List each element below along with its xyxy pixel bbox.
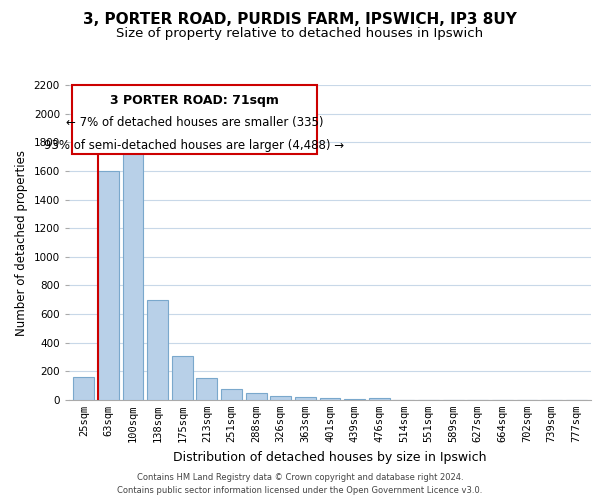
FancyBboxPatch shape — [71, 85, 317, 154]
Bar — [369, 398, 390, 400]
Bar — [221, 388, 242, 400]
Text: Contains HM Land Registry data © Crown copyright and database right 2024.: Contains HM Land Registry data © Crown c… — [137, 474, 463, 482]
Bar — [270, 396, 291, 400]
X-axis label: Distribution of detached houses by size in Ipswich: Distribution of detached houses by size … — [173, 450, 487, 464]
Bar — [295, 397, 316, 400]
Bar — [147, 300, 168, 400]
Bar — [73, 377, 94, 400]
Bar — [196, 378, 217, 400]
Bar — [98, 171, 119, 400]
Bar — [172, 356, 193, 400]
Bar — [320, 398, 340, 400]
Y-axis label: Number of detached properties: Number of detached properties — [15, 150, 28, 336]
Text: 3 PORTER ROAD: 71sqm: 3 PORTER ROAD: 71sqm — [110, 94, 279, 108]
Bar — [122, 150, 143, 400]
Bar — [245, 393, 266, 400]
Text: 93% of semi-detached houses are larger (4,488) →: 93% of semi-detached houses are larger (… — [44, 138, 344, 151]
Text: Contains public sector information licensed under the Open Government Licence v3: Contains public sector information licen… — [118, 486, 482, 495]
Text: ← 7% of detached houses are smaller (335): ← 7% of detached houses are smaller (335… — [65, 116, 323, 130]
Text: Size of property relative to detached houses in Ipswich: Size of property relative to detached ho… — [116, 28, 484, 40]
Text: 3, PORTER ROAD, PURDIS FARM, IPSWICH, IP3 8UY: 3, PORTER ROAD, PURDIS FARM, IPSWICH, IP… — [83, 12, 517, 28]
